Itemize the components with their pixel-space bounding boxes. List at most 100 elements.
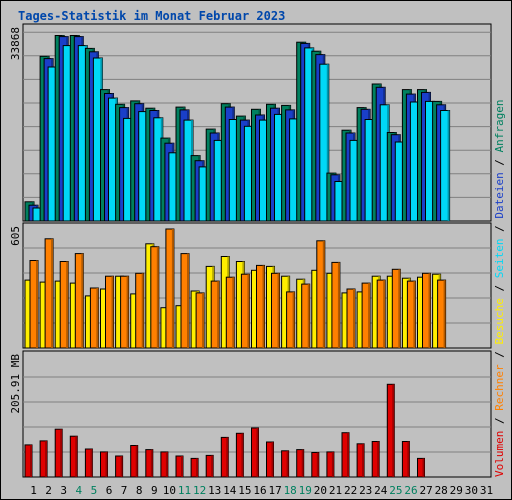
bar-rechner-day-6-shade [111, 276, 114, 348]
x-tick-label-16: 16 [253, 484, 266, 497]
bar-rechner-day-4-shade [81, 253, 84, 348]
x-tick-label-5: 5 [91, 484, 98, 497]
bar-volumen-day-1-shade [30, 444, 32, 477]
bar-volumen-day-21-shade [331, 451, 334, 477]
x-tick-label-7: 7 [121, 484, 128, 497]
bar-rechner-day-18-shade [292, 291, 295, 348]
bar-volumen-day-14-shade [226, 437, 229, 477]
bar-rechner-day-22-shade [353, 289, 355, 348]
x-tick-label-23: 23 [359, 484, 372, 497]
legend-separator: / [493, 152, 506, 172]
bar-volumen-day-23-shade [362, 443, 365, 477]
bar-rechner-day-26-shade [413, 281, 416, 348]
bar-rechner-day-1-shade [36, 260, 38, 348]
x-tick-label-21: 21 [329, 484, 342, 497]
bar-volumen-day-16-shade [256, 428, 259, 477]
bar-rechner-day-11-shade [187, 253, 189, 348]
legend-separator: / [493, 345, 506, 365]
x-tick-label-12: 12 [193, 484, 206, 497]
x-tick-label-14: 14 [223, 484, 237, 497]
bar-volumen-day-12-shade [196, 458, 199, 477]
legend-dateien: Dateien [493, 172, 506, 218]
panel-volume: 205.91 MB [9, 350, 492, 478]
bar-rechner-day-15-shade [247, 274, 250, 348]
bar-rechner-day-5-shade [96, 288, 99, 348]
x-tick-label-4: 4 [75, 484, 82, 497]
bar-volumen-day-26-shade [407, 441, 410, 477]
bar-volumen-day-2-shade [45, 440, 48, 477]
panel-visits-max-label: 605 [9, 226, 22, 246]
legend-volumen: Volumen [493, 431, 506, 477]
x-tick-label-26: 26 [404, 484, 417, 497]
bar-rechner-day-14-shade [232, 277, 235, 348]
bar-rechner-day-28-shade [443, 280, 446, 348]
x-tick-label-27: 27 [419, 484, 432, 497]
bar-rechner-day-20-shade [322, 240, 325, 348]
legend-besuche: Besuche [493, 298, 506, 344]
bar-volumen-day-5-shade [90, 449, 93, 477]
bar-volumen-day-9-shade [150, 449, 153, 477]
x-tick-label-22: 22 [344, 484, 357, 497]
bar-volumen-day-17-shade [271, 442, 274, 477]
x-tick-label-15: 15 [238, 484, 251, 497]
x-tick-label-10: 10 [163, 484, 176, 497]
legend-rechner: Rechner [493, 364, 506, 411]
panel-requests: 33868 [9, 23, 492, 222]
bar-volumen-day-7-shade [120, 456, 123, 477]
bar-rechner-day-21-shade [337, 262, 340, 348]
panel-volume-max-label: 205.91 MB [9, 354, 22, 414]
x-tick-label-6: 6 [106, 484, 113, 497]
x-tick-label-17: 17 [268, 484, 281, 497]
bar-volumen-day-18-shade [286, 450, 289, 477]
panel-visits: 605 [9, 222, 492, 349]
legend-separator: / [493, 411, 506, 431]
x-tick-label-18: 18 [284, 484, 297, 497]
x-tick-label-8: 8 [136, 484, 143, 497]
x-tick-label-11: 11 [178, 484, 191, 497]
x-tick-label-13: 13 [208, 484, 221, 497]
bar-volumen-day-22-shade [347, 432, 349, 477]
bar-volumen-day-8-shade [135, 445, 138, 477]
x-tick-label-20: 20 [314, 484, 327, 497]
bar-rechner-day-10-shade [171, 229, 174, 348]
x-tick-label-19: 19 [299, 484, 312, 497]
bar-volumen-day-27-shade [422, 458, 425, 477]
legend-anfragen: Anfragen [493, 99, 506, 152]
bar-volumen-day-4-shade [75, 436, 78, 477]
bar-rechner-day-23-shade [368, 283, 371, 348]
legend-seiten: Seiten [493, 239, 506, 279]
x-tick-label-2: 2 [45, 484, 52, 497]
bar-rechner-day-27-shade [428, 273, 431, 348]
x-tick-label-29: 29 [450, 484, 463, 497]
bar-rechner-day-7-shade [126, 276, 129, 348]
bar-rechner-day-3-shade [66, 261, 69, 348]
bar-volumen-day-20-shade [316, 452, 319, 477]
bar-volumen-day-13-shade [211, 455, 214, 477]
x-tick-label-25: 25 [389, 484, 402, 497]
x-tick-label-3: 3 [60, 484, 67, 497]
bar-volumen-day-24-shade [377, 441, 380, 477]
bar-seiten-day-28-shade [447, 110, 450, 221]
bar-volumen-day-6-shade [105, 451, 108, 477]
bar-volumen-day-19-shade [301, 449, 304, 477]
legend-separator: / [493, 219, 506, 239]
bar-volumen-day-15-shade [241, 433, 244, 477]
legend: Volumen / Rechner / Besuche / Seiten / D… [493, 99, 506, 477]
bar-rechner-day-12-shade [202, 292, 205, 348]
bar-volumen-day-11-shade [181, 456, 183, 477]
bar-volumen-day-10-shade [165, 451, 168, 477]
bar-rechner-day-13-shade [217, 281, 220, 348]
bar-rechner-day-25-shade [398, 269, 401, 348]
bar-rechner-day-8-shade [141, 273, 144, 348]
bar-seiten-day-20-shade [326, 64, 329, 221]
bar-rechner-day-2-shade [51, 238, 54, 348]
x-tick-label-9: 9 [151, 484, 158, 497]
legend-separator: / [493, 278, 506, 298]
x-tick-label-30: 30 [465, 484, 478, 497]
bar-rechner-day-9-shade [156, 246, 159, 348]
bar-volumen-day-3-shade [60, 429, 63, 477]
bar-rechner-day-16-shade [262, 265, 265, 348]
bar-rechner-day-19-shade [307, 284, 310, 348]
x-tick-label-31: 31 [480, 484, 493, 497]
